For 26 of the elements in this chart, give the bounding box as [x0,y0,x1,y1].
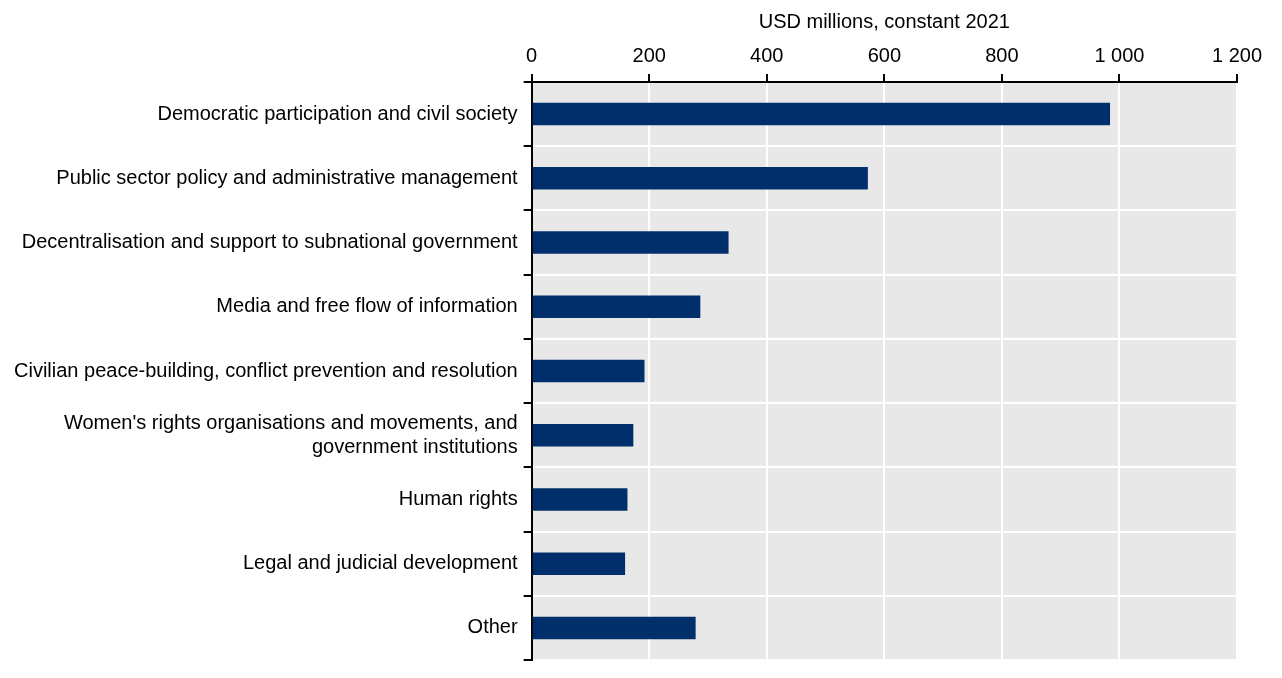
y-tick-label: Legal and judicial development [242,551,519,574]
x-axis-title: USD millions, constant 2021 [758,9,1010,32]
bar [532,295,701,319]
bar [532,167,868,190]
y-tick-label: Human rights [398,486,518,509]
y-tick-label: Civilian peace-building, conflict prevention and resolution [13,358,518,381]
x-tick-label: 1 200 [1211,43,1263,66]
bar [532,616,696,640]
y-tick-label: Decentralisation and support to subnational government [21,230,519,253]
y-tick-label: Other [467,615,518,638]
x-tick-label: 800 [985,43,1019,66]
bar [532,102,1111,126]
bar [532,359,645,383]
x-tick-label: 400 [750,43,784,66]
y-tick-label: Public sector policy and administrative management [56,165,519,188]
y-tick-label: Media and free flow of information [216,294,518,317]
y-tick-label: Democratic participation and civil society [157,101,518,124]
y-tick-label: Women's rights organisations and movements, and government institutions [63,410,518,457]
x-tick-label: 1 000 [1094,43,1145,66]
x-tick-label: 600 [867,43,901,66]
bar [532,552,626,575]
bar [532,231,729,254]
x-tick-label: 200 [632,43,666,66]
bar [532,423,634,447]
x-tick-label: 0 [526,43,538,66]
bar [532,488,628,511]
